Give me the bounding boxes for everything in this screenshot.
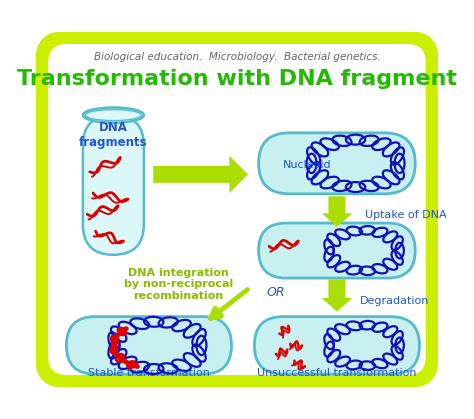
- Text: Stable transformation: Stable transformation: [88, 368, 210, 378]
- Ellipse shape: [85, 110, 141, 121]
- FancyBboxPatch shape: [259, 223, 415, 278]
- Polygon shape: [322, 197, 352, 227]
- Text: Unsuccessful transformation: Unsuccessful transformation: [257, 368, 417, 378]
- Text: Uptake of DNA: Uptake of DNA: [365, 210, 447, 220]
- Text: Nucleoid: Nucleoid: [283, 160, 332, 170]
- Polygon shape: [153, 156, 248, 193]
- FancyBboxPatch shape: [48, 44, 426, 375]
- Text: OR: OR: [267, 287, 285, 300]
- FancyBboxPatch shape: [83, 115, 144, 255]
- Text: Biological education.  Microbiology.  Bacterial genetics.: Biological education. Microbiology. Bact…: [94, 52, 380, 62]
- FancyBboxPatch shape: [255, 317, 419, 374]
- FancyBboxPatch shape: [66, 317, 231, 374]
- Text: DNA integration
by non-reciprocal
recombination: DNA integration by non-reciprocal recomb…: [124, 268, 233, 301]
- FancyBboxPatch shape: [40, 36, 434, 383]
- FancyBboxPatch shape: [259, 133, 415, 194]
- Polygon shape: [322, 279, 352, 312]
- Text: DNA
fragments: DNA fragments: [79, 122, 148, 150]
- Ellipse shape: [83, 107, 144, 123]
- Text: Transformation with DNA fragment: Transformation with DNA fragment: [17, 69, 457, 89]
- Text: Degradation: Degradation: [360, 296, 429, 306]
